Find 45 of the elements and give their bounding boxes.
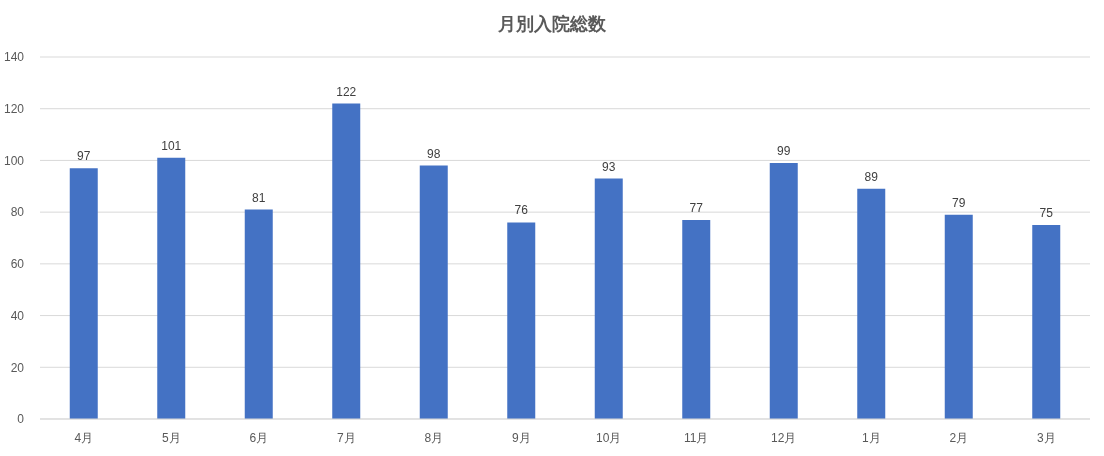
y-tick-label: 100 <box>3 153 25 168</box>
x-tick-label: 7月 <box>336 430 356 445</box>
x-tick-label: 6月 <box>249 430 269 445</box>
data-label: 99 <box>777 144 791 159</box>
x-tick-label: 11月 <box>684 430 709 445</box>
data-label: 98 <box>427 146 441 161</box>
data-label: 75 <box>1039 206 1054 221</box>
x-tick-label: 1月 <box>861 430 881 445</box>
x-tick-label: 3月 <box>1036 430 1056 445</box>
bar <box>857 188 886 419</box>
y-tick-label: 20 <box>10 360 25 375</box>
x-tick-label: 8月 <box>424 430 444 445</box>
x-tick-label: 10月 <box>596 430 622 445</box>
data-label: 76 <box>514 203 529 218</box>
x-tick-label: 5月 <box>161 430 181 445</box>
bar <box>419 165 448 419</box>
data-label: 89 <box>864 169 879 184</box>
bar <box>244 209 273 419</box>
bar <box>594 178 623 419</box>
bar <box>332 103 361 419</box>
bar <box>682 219 711 419</box>
data-label: 77 <box>689 200 704 215</box>
data-label: 79 <box>952 195 966 210</box>
bar <box>157 157 186 419</box>
x-tick-label: 2月 <box>949 430 969 445</box>
bar <box>507 222 536 419</box>
x-tick-label: 9月 <box>511 430 531 445</box>
bar <box>69 168 98 419</box>
y-tick-label: 0 <box>17 412 25 427</box>
y-tick-label: 120 <box>3 101 25 116</box>
bar <box>769 163 798 419</box>
y-tick-label: 40 <box>10 308 25 323</box>
y-tick-label: 80 <box>10 205 25 220</box>
y-tick-label: 60 <box>10 257 25 272</box>
bar <box>944 214 973 419</box>
data-label: 122 <box>336 84 357 99</box>
data-label: 81 <box>252 190 266 205</box>
chart-title: 月別入院総数 <box>497 13 607 36</box>
data-label: 93 <box>602 159 616 174</box>
y-tick-label: 140 <box>3 50 25 65</box>
data-label: 101 <box>161 138 182 153</box>
x-tick-label: 12月 <box>771 430 797 445</box>
x-tick-label: 4月 <box>74 430 94 445</box>
bar <box>1032 225 1061 419</box>
data-label: 97 <box>77 149 91 164</box>
